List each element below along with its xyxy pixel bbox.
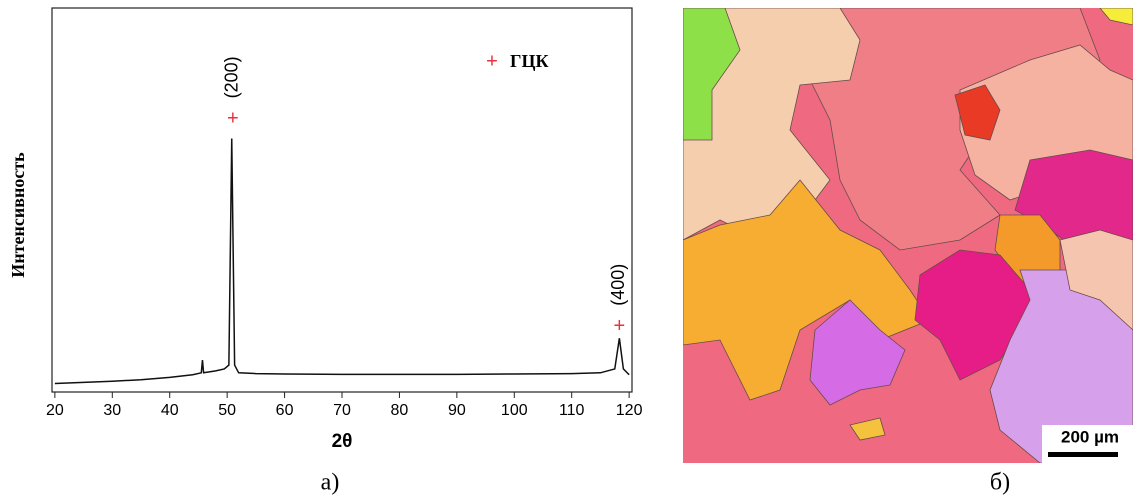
scale-bar-label: 200 µm <box>1061 427 1119 446</box>
peak-marker: + <box>614 315 626 337</box>
x-tick-label: 120 <box>616 402 643 419</box>
figure: Интенсивность 2θ а) б) 200 µm 20 30 40 50 60… <box>0 0 1133 499</box>
caption: б) <box>990 470 1010 496</box>
caption: а) <box>321 470 340 496</box>
x-tick-label: 20 <box>46 402 64 419</box>
legend-symbol: + <box>486 50 498 72</box>
x-tick-label: 80 <box>391 402 409 419</box>
y-axis-label: Интенсивность <box>8 152 28 278</box>
scale-bar <box>1048 452 1118 457</box>
x-tick-label: 90 <box>448 402 466 419</box>
x-axis-label: 2θ <box>332 431 353 452</box>
x-tick-label: 40 <box>161 402 179 419</box>
x-tick-label: 70 <box>333 402 351 419</box>
x-tick-label: 100 <box>501 402 528 419</box>
ebsd-map: 200 µm <box>683 8 1133 463</box>
peak-marker: + <box>227 108 239 130</box>
x-tick-label: 110 <box>559 402 585 419</box>
peak-label: (400) <box>608 264 628 306</box>
legend-label: ГЦК <box>510 51 549 71</box>
xrd-line <box>55 139 629 384</box>
peak-label: (200) <box>222 56 242 98</box>
x-tick-label: 30 <box>103 402 121 419</box>
x-tick-label: 50 <box>218 402 236 419</box>
x-tick-label: 60 <box>276 402 294 419</box>
